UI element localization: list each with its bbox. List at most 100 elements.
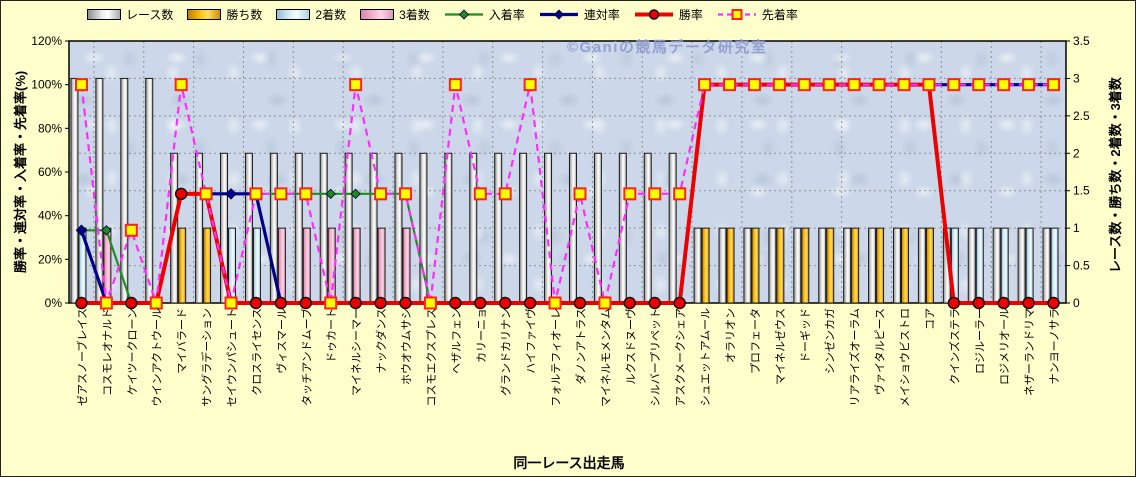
marker-senchaku (199, 187, 213, 201)
bar-races (743, 227, 752, 304)
legend: レース数 勝ち数 2着数 3着数 入着率 連対率 勝率 先着率 (87, 6, 798, 23)
x-category-label: リアライズオーラム (848, 308, 862, 406)
marker-shoritsu (249, 296, 263, 310)
marker-senchaku (498, 187, 512, 201)
left-axis-title: 勝率・連対率・入着率・先着率(%) (13, 70, 28, 273)
legend-swatch-wins (187, 9, 222, 20)
legend-item-nyuchaku: 入着率 (444, 6, 525, 23)
marker-shoritsu (673, 296, 686, 310)
bar-races (195, 152, 204, 304)
x-category-label: クロスライセンス (250, 308, 263, 396)
marker-senchaku (872, 78, 886, 92)
bar-races (220, 152, 229, 304)
left-tick-label: 20% (38, 252, 62, 266)
bar-thirds (352, 227, 361, 304)
marker-senchaku (573, 187, 587, 201)
marker-senchaku (648, 187, 662, 201)
x-category-label: クインズステラ (947, 308, 961, 385)
marker-senchaku (224, 296, 238, 310)
x-category-label: ルクスドヌーヴ (623, 308, 637, 385)
bar-races (718, 227, 727, 304)
marker-senchaku (74, 78, 88, 92)
x-category-label: ヴァイタルピース (873, 308, 887, 395)
legend-marker-shoritsu (648, 9, 660, 20)
marker-nyuchaku (350, 188, 361, 199)
marker-shoritsu (1022, 296, 1035, 310)
x-category-label: アスクメークシェア (674, 308, 687, 407)
bar-races (394, 152, 403, 304)
marker-senchaku (822, 78, 836, 92)
marker-senchaku (897, 78, 911, 92)
x-category-label: ホウオウムサシ (400, 308, 413, 385)
left-tick-label: 60% (38, 165, 62, 179)
legend-item-wins: 勝ち数 (187, 6, 262, 23)
marker-senchaku (349, 78, 363, 92)
x-axis-title: 同一レース出走馬 (513, 455, 625, 471)
legend-label: 勝率 (678, 8, 703, 22)
marker-nyuchaku (325, 188, 336, 199)
left-tick-label: 80% (38, 121, 62, 135)
bar-wins (900, 227, 909, 304)
bar-races (344, 152, 353, 304)
marker-shoritsu (997, 296, 1010, 310)
bar-wins (801, 227, 810, 304)
bar-races (494, 152, 503, 304)
bar-races (568, 152, 577, 304)
marker-senchaku (772, 78, 786, 92)
right-tick-label: 0 (1073, 296, 1080, 310)
marker-shoritsu (972, 296, 986, 310)
bar-thirds (402, 227, 411, 304)
legend-item-senchaku: 先着率 (717, 6, 798, 23)
marker-senchaku (797, 78, 811, 92)
x-category-label: フォルテフィオーレ (550, 308, 563, 407)
bar-wins (701, 227, 710, 304)
marker-shoritsu (299, 296, 313, 310)
legend-swatch-thirds (360, 9, 395, 20)
marker-shoritsu (474, 296, 487, 310)
bar-races (793, 227, 802, 304)
marker-senchaku (548, 296, 562, 310)
right-tick-label: 3.5 (1073, 34, 1090, 48)
legend-item-shoritsu: 勝率 (634, 6, 703, 23)
bar-races (967, 227, 976, 304)
legend-label: 2着数 (315, 8, 347, 22)
marker-shoritsu (75, 296, 88, 310)
line-senchaku (74, 78, 1061, 310)
x-category-label: ドゥカート (325, 308, 338, 363)
bar-races (1042, 227, 1051, 304)
x-category-label: シルバープリペット (649, 308, 662, 406)
right-tick-label: 2.5 (1073, 109, 1090, 123)
bar-races (818, 227, 827, 304)
marker-senchaku (174, 78, 188, 92)
marker-senchaku (972, 78, 986, 92)
bar-seconds (1000, 227, 1009, 304)
legend-swatch-shoritsu (634, 9, 673, 20)
x-category-label: セイウンパシュート (226, 308, 239, 407)
marker-senchaku (149, 296, 163, 310)
bar-races (145, 77, 154, 304)
right-tick-label: 1.5 (1073, 184, 1090, 198)
marker-shoritsu (573, 296, 587, 310)
bar-wins (851, 227, 860, 304)
x-category-label: コア (924, 308, 936, 330)
x-category-label: プロフェータ (749, 308, 762, 374)
legend-label: レース数 (126, 8, 174, 22)
x-category-label: ケイツークローン (126, 308, 139, 395)
marker-shoritsu (498, 296, 512, 310)
x-category-label: ダノンアトラス (573, 308, 587, 384)
legend-swatch-races (87, 9, 121, 20)
bar-races (892, 227, 901, 304)
marker-senchaku (598, 296, 612, 310)
bar-races (992, 227, 1001, 304)
legend-label: 勝ち数 (226, 8, 263, 22)
marker-rentai (225, 188, 237, 200)
x-category-label: カリーニョ (475, 308, 488, 363)
marker-senchaku (673, 187, 687, 201)
bar-wins (826, 227, 835, 304)
watermark: ©Ganiの競馬データ研究室 (567, 39, 768, 56)
x-category-label: ヴィスマール (274, 308, 288, 374)
bar-races (643, 152, 652, 304)
marker-shoritsu (1047, 296, 1060, 310)
marker-senchaku (747, 78, 761, 92)
x-category-label: コスモエクスプレス (425, 308, 438, 407)
